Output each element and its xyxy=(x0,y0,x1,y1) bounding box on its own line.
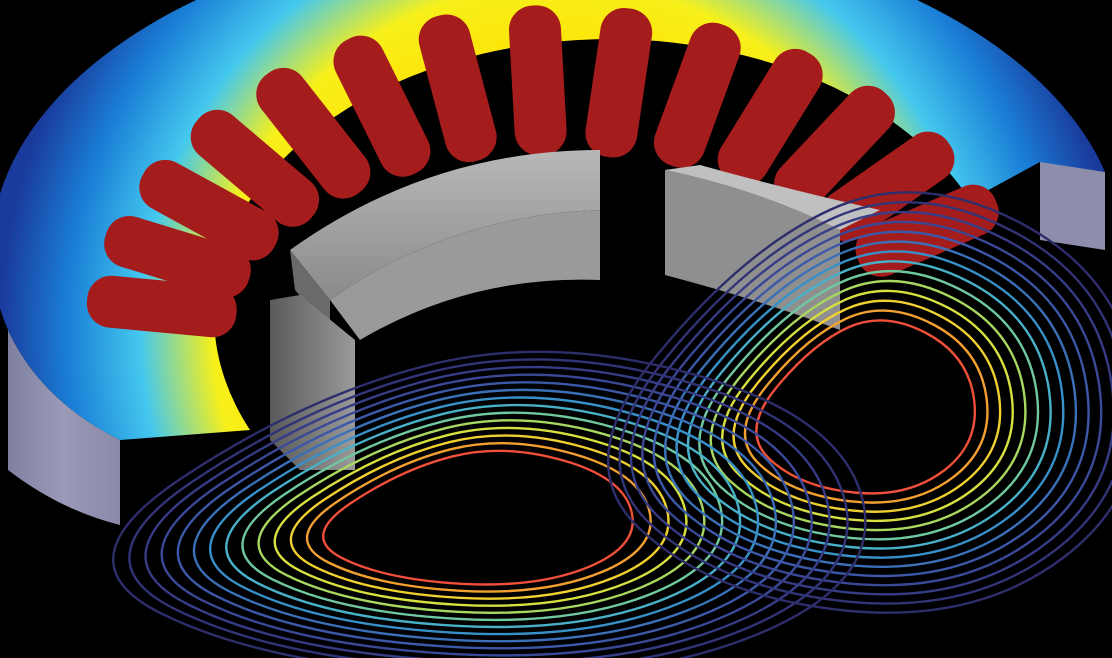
field-line xyxy=(289,434,670,600)
field-line xyxy=(192,388,778,643)
field-line xyxy=(257,419,706,614)
stator-teeth xyxy=(86,5,999,338)
field-line xyxy=(698,269,1040,541)
stator-tooth xyxy=(855,184,999,277)
field-line xyxy=(720,289,1014,523)
field-line xyxy=(176,381,795,650)
rotor-segment xyxy=(270,295,355,470)
field-line xyxy=(675,250,1065,559)
field-line xyxy=(225,403,742,629)
field-line xyxy=(208,396,760,636)
field-line xyxy=(663,240,1078,568)
field-line xyxy=(618,200,1112,605)
stator-tooth xyxy=(508,5,567,156)
field-line xyxy=(606,191,1112,614)
rotor-edge xyxy=(290,250,330,330)
stator-tooth xyxy=(256,67,371,199)
field-line xyxy=(629,210,1112,596)
field-line xyxy=(273,426,688,607)
field-line xyxy=(144,365,831,658)
stator-tooth xyxy=(774,85,895,211)
field-line xyxy=(128,358,849,658)
stator-tooth xyxy=(104,215,251,298)
rotor-inner xyxy=(330,210,600,340)
stator-tooth xyxy=(190,109,320,227)
stator-tooth xyxy=(585,7,653,158)
stator-tooth xyxy=(139,159,279,261)
stator-tooth xyxy=(653,22,741,168)
stator-side xyxy=(8,330,120,525)
stator-cut-face xyxy=(1040,160,1105,250)
field-line xyxy=(732,299,1002,513)
rotor-top xyxy=(290,150,600,300)
field-line xyxy=(305,441,652,593)
stator-tooth xyxy=(418,14,497,163)
stator-tooth xyxy=(86,275,237,338)
field-line xyxy=(322,449,634,586)
field-lines xyxy=(112,191,1112,658)
stator-tooth xyxy=(333,35,431,177)
field-line xyxy=(160,373,813,657)
rotor-segment-top xyxy=(665,165,880,230)
stator-tooth xyxy=(717,48,823,186)
field-line xyxy=(686,260,1052,550)
field-line xyxy=(652,230,1090,578)
field-line xyxy=(755,319,976,495)
field-line xyxy=(641,220,1103,587)
field-line xyxy=(743,309,989,504)
field-line xyxy=(112,350,867,658)
field-line xyxy=(709,279,1027,532)
